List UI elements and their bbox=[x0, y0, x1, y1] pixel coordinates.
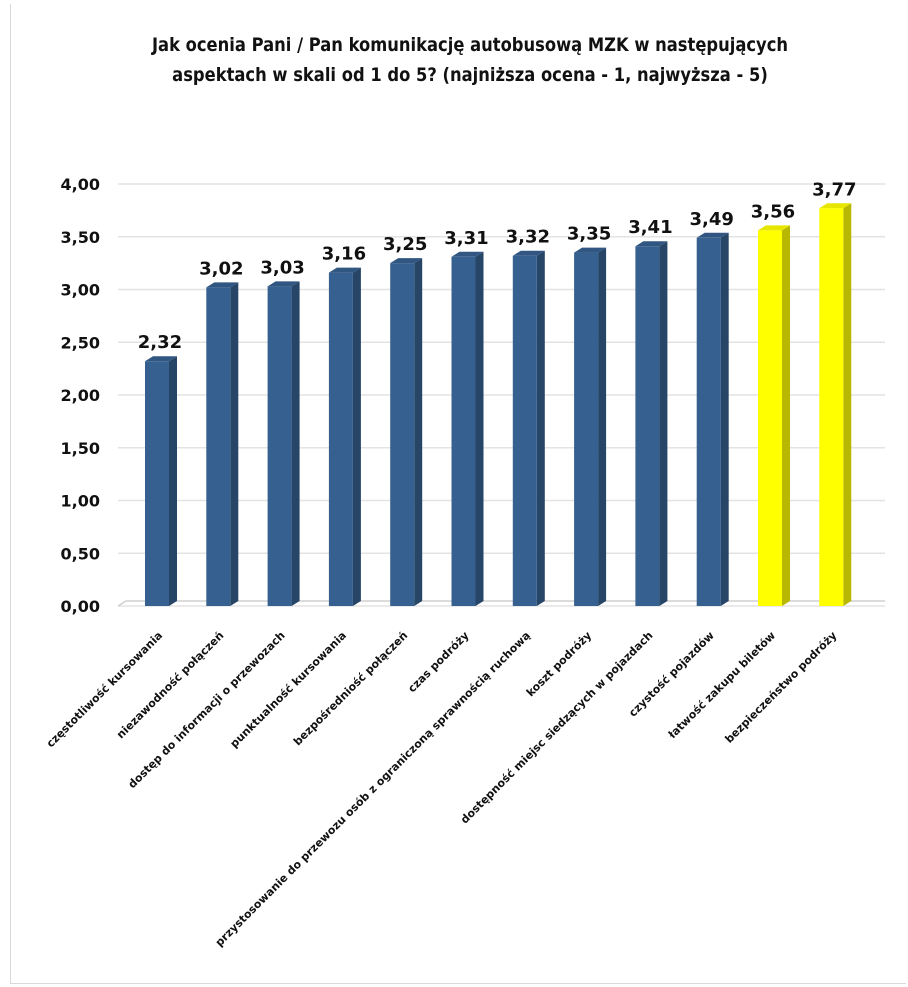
bar-top bbox=[819, 203, 852, 209]
bar-side bbox=[536, 250, 545, 607]
bar bbox=[451, 251, 484, 607]
category-label: łatwość zakupu biletów bbox=[665, 629, 778, 742]
y-tick-label: 1,00 bbox=[61, 492, 100, 511]
value-label: 3,56 bbox=[751, 201, 795, 222]
bar bbox=[206, 282, 239, 606]
y-tick-label: 3,50 bbox=[61, 228, 100, 247]
bar-top bbox=[390, 258, 423, 264]
chart-title-line-1: Jak ocenia Pani / Pan komunikację autobu… bbox=[151, 34, 789, 56]
bar bbox=[635, 241, 668, 606]
value-label: 3,16 bbox=[322, 244, 366, 265]
bar-top bbox=[512, 250, 545, 256]
value-label: 3,35 bbox=[567, 224, 611, 245]
y-tick-label: 2,50 bbox=[61, 333, 100, 352]
bar-side bbox=[230, 282, 239, 606]
bar-front bbox=[696, 237, 721, 606]
value-label: 3,32 bbox=[506, 227, 550, 248]
bar bbox=[819, 203, 852, 606]
value-label: 3,02 bbox=[199, 258, 243, 279]
bar-front bbox=[328, 272, 353, 606]
bar-front bbox=[206, 287, 231, 606]
bar bbox=[145, 356, 177, 606]
chart-title: Jak ocenia Pani / Pan komunikację autobu… bbox=[100, 30, 840, 90]
y-tick-label: 1,50 bbox=[61, 439, 100, 458]
bar-front bbox=[574, 252, 599, 606]
bar bbox=[574, 247, 607, 606]
y-tick-label: 2,00 bbox=[61, 386, 100, 405]
bar-top bbox=[267, 281, 300, 287]
bar bbox=[328, 267, 361, 606]
bar-front bbox=[390, 263, 415, 606]
value-label: 3,49 bbox=[689, 209, 733, 230]
category-label: częstotliwość kursowania bbox=[44, 629, 165, 750]
bar-side bbox=[414, 258, 423, 606]
gridlines bbox=[117, 183, 885, 607]
bar-front bbox=[451, 256, 476, 606]
bar-side bbox=[782, 225, 790, 607]
bar-side bbox=[843, 203, 852, 606]
bar-side bbox=[475, 251, 484, 607]
chart-title-line-2: aspektach w skali od 1 do 5? (najniższa … bbox=[172, 64, 768, 86]
bar-side bbox=[352, 267, 361, 606]
bar-side bbox=[598, 247, 607, 606]
bar bbox=[390, 258, 423, 606]
value-label: 3,03 bbox=[260, 257, 304, 278]
bar-front bbox=[635, 246, 660, 606]
category-label: bezpieczeństwo podróży bbox=[723, 629, 840, 746]
bar-top bbox=[206, 282, 239, 288]
bar-front bbox=[512, 255, 537, 607]
value-label: 3,25 bbox=[383, 234, 427, 255]
y-tick-label: 3,00 bbox=[61, 281, 100, 300]
y-axis: 0,00 0,50 1,00 1,50 2,00 2,50 3,00 3,50 4,00 bbox=[61, 175, 100, 616]
bar bbox=[512, 250, 545, 607]
category-label: bezpośredniość połączeń bbox=[291, 629, 410, 748]
bar-front bbox=[145, 361, 169, 606]
y-tick-label: 0,50 bbox=[61, 544, 100, 563]
bar-top bbox=[328, 267, 361, 273]
value-label: 2,32 bbox=[138, 332, 182, 353]
category-label: niezawodność połączeń bbox=[114, 629, 226, 741]
category-label: koszt podróży bbox=[524, 629, 594, 699]
bar-side bbox=[291, 281, 300, 606]
bar-top bbox=[696, 232, 729, 238]
value-labels: 2,32 3,02 3,03 3,16 3,25 3,31 3,32 3,35 3,41 3,49… bbox=[138, 179, 857, 353]
bar-front bbox=[758, 230, 782, 607]
category-label: czas podróży bbox=[405, 629, 471, 695]
bar-side bbox=[659, 241, 668, 606]
bar-top bbox=[758, 225, 790, 231]
bar-top bbox=[635, 241, 668, 247]
value-label: 3,41 bbox=[628, 217, 672, 238]
bar bbox=[267, 281, 300, 606]
y-tick-label: 4,00 bbox=[61, 175, 100, 194]
value-label: 3,77 bbox=[812, 179, 856, 200]
bar-top bbox=[145, 356, 177, 362]
bar-side bbox=[720, 232, 729, 606]
chart-frame bbox=[10, 4, 906, 984]
bar-top bbox=[451, 251, 484, 257]
bar-side bbox=[169, 356, 177, 606]
y-tick-label: 0,00 bbox=[61, 597, 100, 616]
bars bbox=[145, 203, 852, 607]
bar-front bbox=[819, 208, 844, 606]
bar bbox=[696, 232, 729, 606]
category-label: punktualność kursowania bbox=[228, 629, 349, 750]
bar bbox=[758, 225, 790, 607]
chart-floor bbox=[117, 600, 885, 607]
bar-top bbox=[574, 247, 607, 253]
bar-front bbox=[267, 286, 292, 606]
value-label: 3,31 bbox=[444, 228, 488, 249]
